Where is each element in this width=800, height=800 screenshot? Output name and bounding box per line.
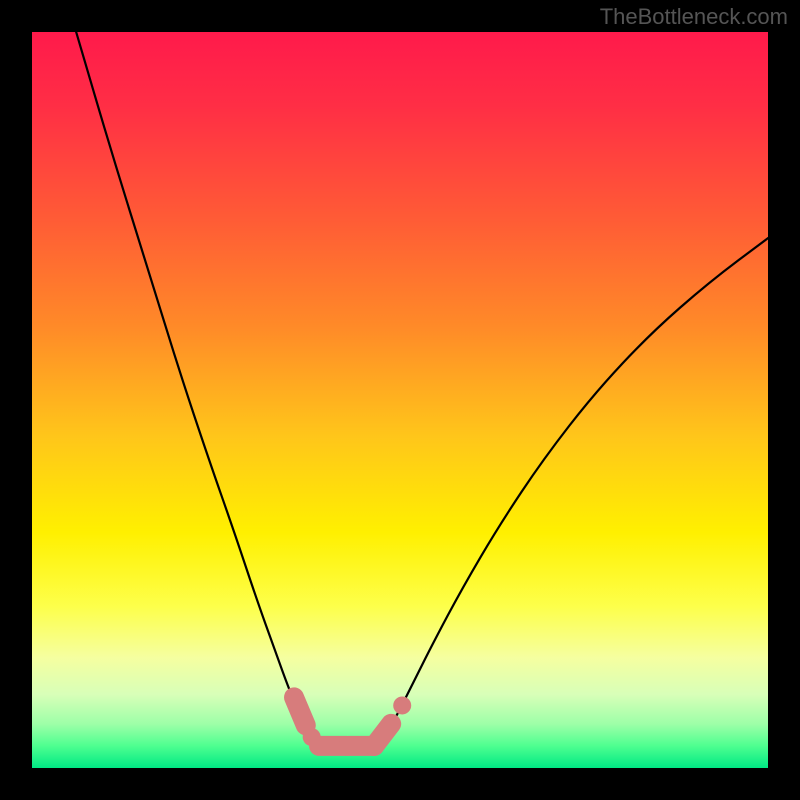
plot-svg [32, 32, 768, 768]
watermark-text: TheBottleneck.com [600, 4, 788, 30]
marker-dot [393, 696, 411, 714]
chart-frame: TheBottleneck.com [0, 0, 800, 800]
marker-pill [294, 697, 306, 725]
gradient-background [32, 32, 768, 768]
marker-pill [374, 724, 391, 746]
